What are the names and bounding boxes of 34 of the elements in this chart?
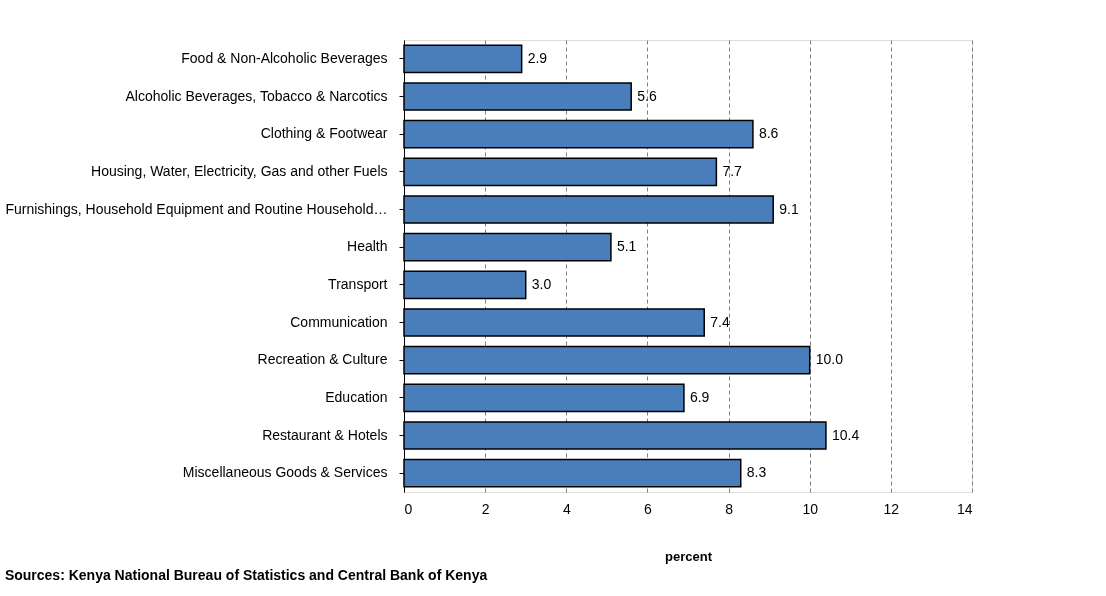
data-label: 5.6 xyxy=(637,87,657,104)
y-tick-label: Housing, Water, Electricity, Gas and other Fuels xyxy=(91,162,388,179)
data-label: 9.1 xyxy=(779,200,799,217)
data-label: 2.9 xyxy=(527,49,548,66)
data-label: 10.0 xyxy=(815,351,844,368)
y-tick-label: Recreation & Culture xyxy=(257,351,388,368)
data-label: 7.4 xyxy=(710,313,730,330)
x-tick-label: 0 xyxy=(404,500,413,517)
data-label: 10.4 xyxy=(831,426,860,443)
x-tick-label: 10 xyxy=(802,500,819,517)
data-label: 5.1 xyxy=(616,238,637,255)
x-tick-label: 14 xyxy=(956,500,973,517)
y-tick-label: Communication xyxy=(290,313,388,330)
y-tick-label: Education xyxy=(325,388,388,405)
x-tick-label: 2 xyxy=(481,500,490,517)
x-tick-label: 8 xyxy=(725,500,734,517)
y-tick-label: Restaurant & Hotels xyxy=(262,426,388,443)
y-tick-label: Alcoholic Beverages, Tobacco & Narcotics xyxy=(125,87,388,104)
x-tick-label: 12 xyxy=(883,500,900,517)
data-label: 3.0 xyxy=(531,275,552,292)
data-label: 8.3 xyxy=(746,464,767,481)
y-tick-label: Health xyxy=(347,238,388,255)
y-tick-label: Miscellaneous Goods & Services xyxy=(182,464,388,481)
y-tick-label: Furnishings, Household Equipment and Routine Household… xyxy=(5,200,388,217)
data-label: 8.6 xyxy=(758,125,779,142)
x-axis-title: percent xyxy=(665,548,713,564)
y-tick-label: Food & Non-Alcoholic Beverages xyxy=(181,49,388,66)
x-tick-label: 4 xyxy=(562,500,571,517)
data-label: 6.9 xyxy=(689,388,710,405)
data-label: 7.7 xyxy=(722,162,743,179)
y-tick-label: Clothing & Footwear xyxy=(260,125,388,142)
x-tick-label: 6 xyxy=(644,500,653,517)
y-tick-label: Transport xyxy=(328,275,388,292)
source-note: Sources: Kenya National Bureau of Statistics and Central Bank of Kenya xyxy=(4,567,488,583)
